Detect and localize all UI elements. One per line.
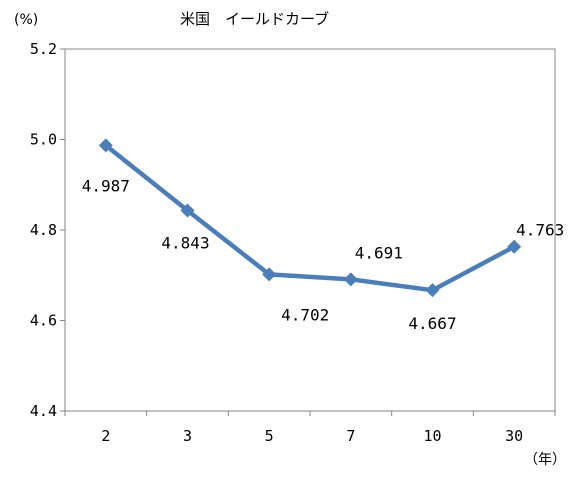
x-axis: 2 3 5 7 10 30 (64, 411, 556, 445)
y-tick-label: 5.0 (30, 131, 57, 149)
data-point-marker (507, 239, 522, 254)
data-label: 4.843 (161, 234, 209, 253)
y-tick-label: 5.2 (30, 40, 57, 58)
y-axis-unit: (%) (14, 12, 38, 28)
chart-title: 米国 イールドカーブ (180, 10, 329, 28)
x-tick-label: 30 (505, 427, 523, 445)
data-label: 4.987 (82, 176, 130, 195)
series-line-layer (98, 138, 522, 298)
y-tick-label: 4.4 (30, 402, 57, 420)
data-label: 4.667 (408, 314, 456, 333)
x-tick-label: 7 (346, 427, 355, 445)
data-point-marker (425, 283, 440, 298)
data-point-marker (343, 272, 358, 287)
x-tick-label: 5 (265, 427, 274, 445)
data-label: 4.763 (516, 221, 564, 240)
x-tick-label: 3 (183, 427, 192, 445)
plot-area (64, 48, 556, 412)
data-point-marker (98, 138, 113, 153)
data-label: 4.702 (281, 305, 329, 324)
data-point-marker (180, 203, 195, 218)
y-tick-label: 4.8 (30, 221, 57, 239)
data-point-marker (262, 267, 277, 282)
x-tick-label: 2 (101, 427, 110, 445)
series-line (103, 143, 517, 293)
x-axis-unit: （年） (524, 452, 566, 468)
data-label: 4.691 (355, 243, 403, 262)
data-label-layer: 4.987 4.843 4.702 4.691 4.667 4.763 (82, 176, 565, 333)
y-axis: 4.4 4.6 4.8 5.0 5.2 (30, 40, 65, 420)
y-tick-label: 4.6 (30, 312, 57, 330)
x-tick-label: 10 (423, 427, 441, 445)
